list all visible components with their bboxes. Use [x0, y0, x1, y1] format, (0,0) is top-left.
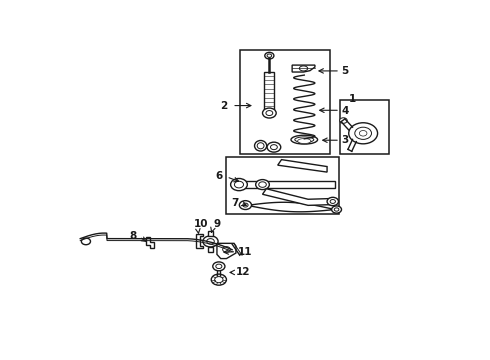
- Text: 9: 9: [213, 219, 220, 229]
- Circle shape: [327, 197, 339, 206]
- Ellipse shape: [291, 135, 318, 144]
- Text: 3: 3: [342, 135, 349, 145]
- Text: 2: 2: [220, 100, 227, 111]
- Circle shape: [207, 239, 214, 244]
- Polygon shape: [263, 189, 335, 205]
- Polygon shape: [217, 243, 236, 258]
- Circle shape: [215, 276, 223, 283]
- Polygon shape: [146, 237, 154, 248]
- Ellipse shape: [257, 143, 264, 149]
- Polygon shape: [292, 65, 315, 72]
- Circle shape: [243, 203, 248, 207]
- Circle shape: [334, 208, 339, 211]
- Bar: [341, 100, 389, 154]
- Circle shape: [211, 274, 226, 285]
- Circle shape: [265, 52, 274, 59]
- Ellipse shape: [254, 140, 267, 151]
- Circle shape: [203, 236, 218, 247]
- Circle shape: [267, 54, 271, 57]
- Text: 11: 11: [238, 247, 252, 257]
- Ellipse shape: [299, 66, 308, 71]
- Circle shape: [239, 201, 251, 210]
- Text: 7: 7: [232, 198, 239, 208]
- Text: 4: 4: [342, 106, 349, 116]
- Circle shape: [267, 142, 281, 152]
- Circle shape: [231, 179, 247, 191]
- Circle shape: [270, 145, 277, 150]
- Text: 10: 10: [194, 219, 208, 229]
- Circle shape: [359, 131, 367, 136]
- Bar: [265, 72, 274, 110]
- Circle shape: [213, 262, 225, 271]
- Circle shape: [234, 181, 244, 188]
- Text: 1: 1: [348, 94, 356, 104]
- Polygon shape: [247, 202, 335, 212]
- Bar: [208, 247, 213, 252]
- Polygon shape: [196, 234, 203, 248]
- Bar: [208, 231, 213, 236]
- Circle shape: [263, 108, 276, 118]
- Circle shape: [332, 206, 342, 213]
- Circle shape: [349, 123, 378, 144]
- Bar: [226, 157, 339, 214]
- Circle shape: [216, 264, 222, 269]
- Bar: [235, 181, 335, 188]
- Text: 5: 5: [342, 66, 349, 76]
- Circle shape: [259, 182, 267, 187]
- Text: 8: 8: [129, 231, 136, 241]
- Polygon shape: [278, 159, 327, 172]
- Circle shape: [256, 180, 270, 190]
- Circle shape: [340, 118, 347, 123]
- Text: 6: 6: [216, 171, 222, 181]
- Bar: [241, 50, 330, 154]
- Ellipse shape: [295, 137, 314, 143]
- Ellipse shape: [297, 139, 311, 144]
- Circle shape: [81, 238, 91, 245]
- Circle shape: [330, 199, 336, 203]
- Circle shape: [266, 111, 273, 116]
- Text: 12: 12: [236, 267, 250, 278]
- Circle shape: [222, 247, 230, 252]
- Circle shape: [355, 127, 371, 139]
